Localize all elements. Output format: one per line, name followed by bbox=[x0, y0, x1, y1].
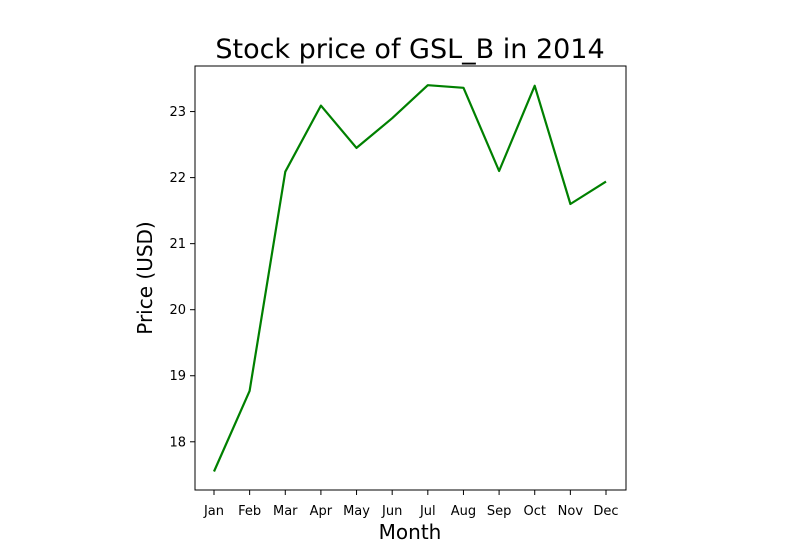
x-tick-label: Oct bbox=[523, 504, 545, 519]
x-tick-label: Sep bbox=[487, 504, 512, 519]
x-tick-label: Jan bbox=[203, 504, 224, 519]
x-tick-label: Jul bbox=[419, 504, 436, 519]
y-tick-label: 23 bbox=[169, 105, 186, 120]
y-tick-label: 22 bbox=[169, 171, 186, 186]
x-tick-label: Aug bbox=[451, 504, 476, 519]
x-tick-label: Nov bbox=[558, 504, 584, 519]
y-axis: 18 19 20 21 22 23 bbox=[169, 105, 195, 450]
x-tick-label: Apr bbox=[310, 504, 333, 519]
y-tick-label: 20 bbox=[169, 303, 186, 318]
chart-title: Stock price of GSL_B in 2014 bbox=[215, 34, 604, 65]
x-tick-label: Jun bbox=[381, 504, 402, 519]
series-line bbox=[212, 84, 607, 472]
y-tick-label: 21 bbox=[169, 237, 186, 252]
y-axis-title: Price (USD) bbox=[133, 221, 157, 335]
y-tick-label: 18 bbox=[169, 435, 186, 450]
plot-frame bbox=[194, 65, 627, 491]
x-tick-label: May bbox=[343, 504, 370, 519]
x-tick-label: Mar bbox=[273, 504, 298, 519]
x-axis: Jan Feb Mar Apr May Jun Jul Aug Sep Oct Nov Dec bbox=[203, 490, 619, 519]
series-layer bbox=[212, 84, 607, 472]
x-tick-label: Dec bbox=[593, 504, 618, 519]
x-tick-label: Feb bbox=[238, 504, 261, 519]
y-tick-label: 19 bbox=[169, 369, 186, 384]
x-axis-title: Month bbox=[379, 520, 442, 544]
